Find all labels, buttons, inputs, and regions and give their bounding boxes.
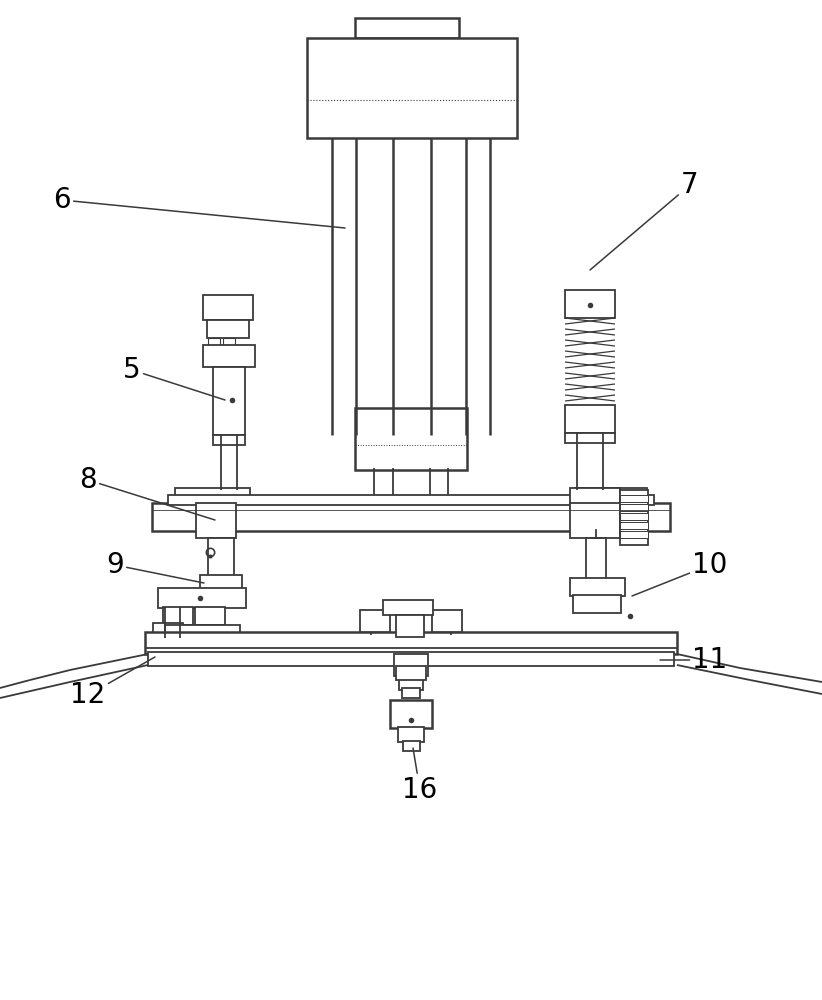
Bar — [565, 290, 615, 318]
Bar — [575, 488, 647, 506]
Bar — [620, 522, 648, 529]
Bar — [207, 320, 249, 338]
Bar — [398, 727, 424, 742]
Bar — [196, 503, 236, 538]
Text: 11: 11 — [660, 646, 727, 674]
Bar — [208, 338, 220, 346]
Bar — [586, 538, 606, 580]
Text: 8: 8 — [79, 466, 215, 520]
Bar — [396, 615, 424, 637]
Bar — [145, 632, 677, 654]
Bar — [165, 625, 240, 633]
Bar — [168, 495, 654, 505]
Bar — [570, 578, 625, 596]
Bar — [396, 666, 426, 680]
Bar — [394, 654, 428, 676]
Bar — [383, 600, 433, 615]
Bar — [355, 18, 459, 38]
Text: 7: 7 — [590, 171, 699, 270]
Bar — [163, 607, 193, 625]
Bar — [307, 38, 517, 138]
Bar — [200, 575, 242, 591]
Bar — [570, 488, 620, 508]
Text: 5: 5 — [123, 356, 225, 400]
Bar — [208, 538, 234, 576]
Bar — [403, 741, 420, 751]
Bar — [570, 503, 620, 538]
Text: 10: 10 — [632, 551, 727, 596]
Bar — [620, 531, 648, 538]
Bar — [573, 595, 621, 613]
Text: 16: 16 — [403, 748, 437, 804]
Bar — [213, 367, 245, 435]
Text: 9: 9 — [106, 551, 204, 583]
Bar — [203, 345, 255, 367]
Bar — [390, 700, 432, 728]
Bar — [620, 504, 648, 511]
Bar — [203, 295, 253, 320]
Bar — [565, 433, 615, 443]
Bar — [213, 435, 245, 445]
Bar — [175, 488, 250, 506]
Bar — [399, 675, 423, 690]
Bar — [360, 610, 390, 632]
Bar — [565, 405, 615, 433]
Bar — [355, 408, 467, 470]
Bar — [152, 503, 670, 531]
Bar — [195, 607, 225, 625]
Bar — [402, 688, 420, 698]
Bar — [620, 490, 648, 545]
Bar — [620, 495, 648, 502]
Bar — [153, 623, 183, 635]
Text: 6: 6 — [53, 186, 345, 228]
Bar — [620, 513, 648, 520]
Bar — [148, 652, 674, 666]
Text: 12: 12 — [71, 657, 155, 709]
Bar — [223, 338, 235, 346]
Bar — [158, 588, 246, 608]
Bar — [432, 610, 462, 632]
